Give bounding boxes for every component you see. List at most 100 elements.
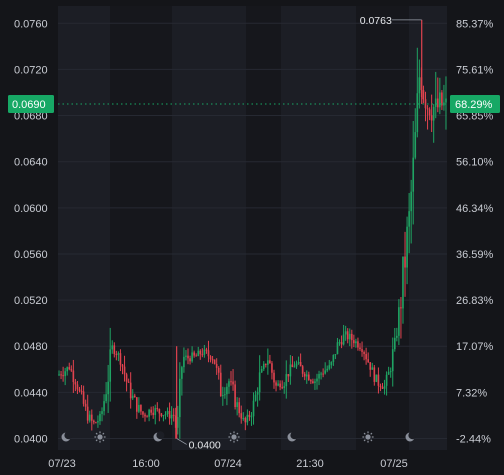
candle <box>260 365 263 373</box>
candle <box>400 297 402 339</box>
candle-body <box>277 383 279 386</box>
candle <box>88 410 91 423</box>
candle <box>107 364 109 413</box>
candle-body <box>393 337 396 350</box>
candle-body <box>314 381 316 383</box>
candle <box>434 71 437 119</box>
candle-body <box>217 367 220 373</box>
candle-body <box>404 256 406 268</box>
candle-body <box>250 416 253 418</box>
candle-body <box>377 374 380 386</box>
candle <box>344 325 347 341</box>
candle <box>90 409 93 431</box>
candle-body <box>242 418 245 420</box>
candle <box>197 346 200 357</box>
x-tick-label: 07/25 <box>380 458 408 470</box>
candle-body <box>209 356 212 360</box>
candle <box>154 404 157 425</box>
candle-body <box>334 354 337 356</box>
candle <box>244 416 247 431</box>
candle <box>238 397 241 418</box>
candle-body <box>400 307 402 309</box>
candle-body <box>189 358 191 362</box>
session-band <box>356 6 409 450</box>
candle <box>148 408 150 422</box>
candle-body <box>342 334 345 345</box>
x-axis: 07/23 16:00 07/24 21:30 07/25 <box>48 458 408 470</box>
candle-body <box>355 341 357 344</box>
candle <box>60 370 62 380</box>
candle <box>371 362 374 370</box>
candle <box>275 380 277 392</box>
y-axis-left: 0.0760 0.0720 0.0680 0.0640 0.0600 0.0560 0.05… <box>14 18 48 445</box>
candle <box>211 355 214 364</box>
candle-body <box>318 373 320 379</box>
candle-body <box>293 366 296 368</box>
candle <box>303 371 306 381</box>
x-tick-label: 21:30 <box>296 458 324 470</box>
candle <box>398 299 400 346</box>
candle-body <box>232 381 234 385</box>
candle-body <box>176 417 179 428</box>
candle <box>156 402 159 412</box>
moon-icon <box>61 431 73 442</box>
candle-body <box>258 372 261 393</box>
candle-body <box>140 404 142 412</box>
candle-body <box>133 395 136 398</box>
candle-body <box>66 367 69 372</box>
session-markers <box>61 431 417 443</box>
x-tick-label: 16:00 <box>132 458 160 470</box>
candle <box>279 380 281 391</box>
y-tick-label-left: 0.0520 <box>14 295 48 307</box>
candle-body <box>115 354 118 356</box>
candle <box>416 47 419 138</box>
candle-body <box>131 395 134 399</box>
candle-body <box>408 211 410 227</box>
y-tick-label-left: 0.0560 <box>14 249 48 261</box>
candle <box>363 350 365 361</box>
y-tick-label-right: 17.07% <box>456 341 494 353</box>
candle-body <box>434 98 437 107</box>
y-tick-label-right: 7.32% <box>456 387 487 399</box>
candle <box>254 390 257 402</box>
candle-body <box>76 384 79 390</box>
y-tick-label-left: 0.0720 <box>14 64 48 76</box>
candle-body <box>129 382 132 399</box>
candle-body <box>58 374 60 376</box>
y-tick-label-right: 36.59% <box>456 249 494 261</box>
candle <box>410 179 412 244</box>
candle <box>361 341 363 357</box>
candle-body <box>68 367 71 370</box>
candle-body <box>299 362 302 367</box>
candle-body <box>262 363 265 369</box>
candle <box>236 397 238 416</box>
candle <box>320 371 322 380</box>
candle <box>191 346 193 363</box>
candle <box>133 393 136 398</box>
candle-body <box>60 374 62 376</box>
candle-body <box>357 341 359 348</box>
candle <box>365 347 367 365</box>
candle <box>230 371 232 386</box>
candle-body <box>111 345 114 350</box>
candle <box>326 365 329 373</box>
candle <box>146 414 148 418</box>
candle-body <box>205 349 208 351</box>
x-tick-label: 07/23 <box>48 458 76 470</box>
candle-body <box>348 333 351 340</box>
candle-body <box>330 361 333 366</box>
sun-icon-ray <box>236 439 239 442</box>
candle <box>205 347 208 354</box>
candle-body <box>361 349 363 352</box>
candle-body <box>324 370 327 374</box>
candle <box>101 407 103 422</box>
sun-icon-ray <box>370 439 373 442</box>
candle-body <box>385 374 388 386</box>
candle <box>418 59 421 109</box>
candle <box>387 366 390 375</box>
candle <box>379 383 382 392</box>
candle-body <box>152 412 155 415</box>
moon-icon-cutout <box>290 431 299 440</box>
